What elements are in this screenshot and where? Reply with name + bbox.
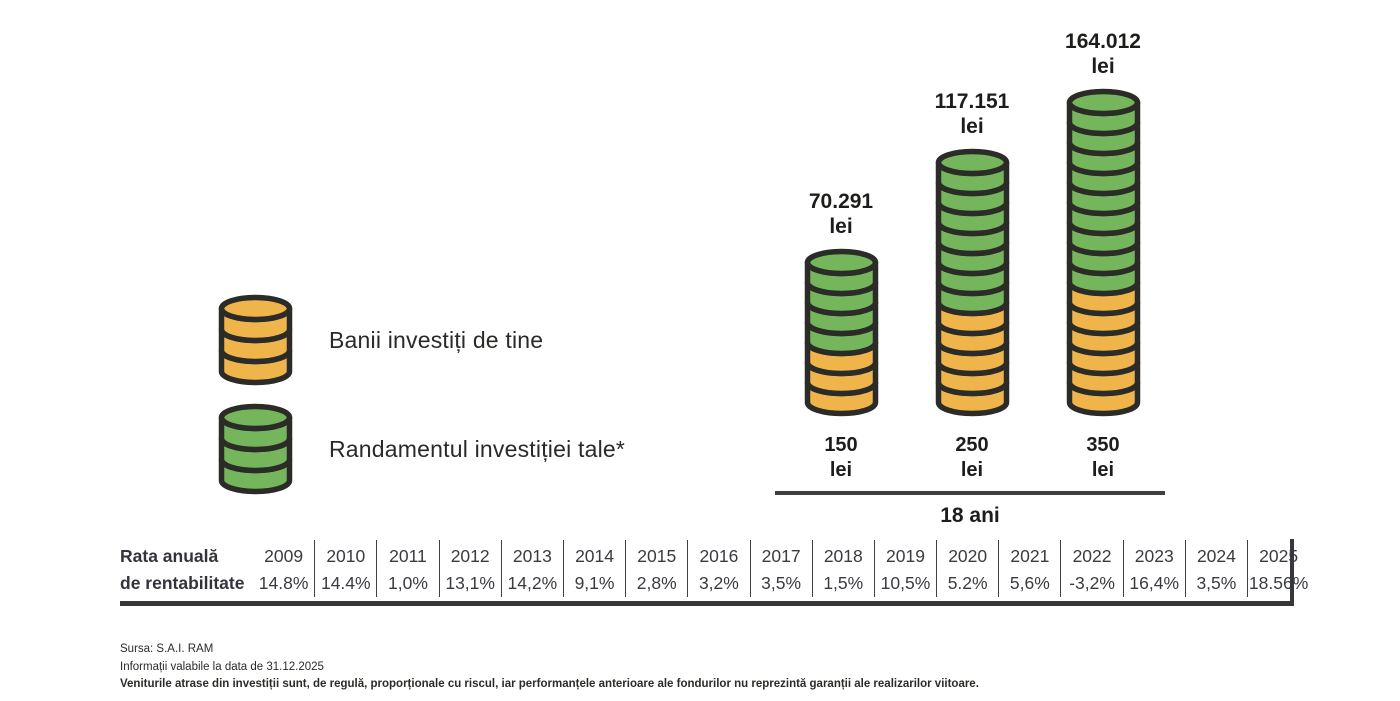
table-year-cell: 2016 3,2% <box>687 540 749 597</box>
year-value: 2014 <box>575 546 614 566</box>
stack-total-label: 164.012 lei <box>1065 30 1141 78</box>
year-value: 2018 <box>823 546 863 566</box>
period-axis-line <box>775 491 1165 495</box>
stack-total-label: 117.151 lei <box>934 90 1010 138</box>
year-value: 2024 <box>1196 546 1236 566</box>
return-percentage: 5,6% <box>1009 573 1050 593</box>
returns-row-label-line1: Rata anuală <box>120 546 219 566</box>
validity-note: Informații valabile la data de 31.12.202… <box>120 660 324 673</box>
return-percentage: 16,4% <box>1129 573 1180 593</box>
return-percentage: 14,2% <box>507 573 558 593</box>
year-value: 2019 <box>886 546 925 566</box>
table-year-cell: 2024 3,5% <box>1184 540 1247 597</box>
table-year-cell: 2017 3,5% <box>749 540 812 597</box>
returns-row-label-line2: de rentabilitate <box>120 573 245 593</box>
return-percentage: 1,5% <box>823 573 864 593</box>
year-value: 2009 <box>264 546 304 566</box>
coin-stack <box>935 148 1009 417</box>
table-year-cell: 2022 -3,2% <box>1060 540 1122 597</box>
coin-stack-column: 164.012 lei <box>1038 29 1168 417</box>
return-percentage: 3,5% <box>761 573 802 593</box>
coin-stack-icon <box>218 294 293 386</box>
return-percentage: 10,5% <box>880 573 931 593</box>
table-year-cell: 2015 2,8% <box>625 540 687 597</box>
table-year-cell: 2018 1,5% <box>811 540 874 597</box>
return-percentage: 2,8% <box>636 573 677 593</box>
return-percentage: 3,2% <box>698 573 739 593</box>
year-value: 2011 <box>389 546 427 566</box>
footer-notes: Sursa: S.A.I. RAM Informații valabile la… <box>120 641 979 694</box>
table-bottom-border <box>120 601 1294 606</box>
table-year-cell: 2010 14.4% <box>314 540 376 597</box>
stack-monthly-label: 250 lei <box>955 434 989 481</box>
year-value: 2020 <box>948 546 988 566</box>
coin-stack-column: 70.291 lei <box>776 189 906 417</box>
table-year-cell: 2014 9,1% <box>562 540 625 597</box>
table-year-cell: 2013 14,2% <box>500 540 563 597</box>
return-percentage: 5.2% <box>947 573 988 593</box>
year-value: 2021 <box>1010 546 1050 566</box>
monthly-investment-labels: 150 lei 250 lei 350 lei <box>776 433 1168 483</box>
return-percentage: -3,2% <box>1069 573 1115 593</box>
return-percentage: 1,0% <box>388 573 428 593</box>
returns-row-label: Rata anuală de rentabilitate <box>120 540 253 597</box>
year-value: 2023 <box>1134 546 1174 566</box>
coin-stack-chart: 70.291 lei 117.151 lei 164.012 lei <box>776 20 1168 417</box>
year-value: 2017 <box>761 546 801 566</box>
period-label: 18 ani <box>940 504 1000 527</box>
return-percentage: 18.56% <box>1248 573 1309 593</box>
return-percentage: 9,1% <box>574 573 615 593</box>
return-percentage: 14.4% <box>320 573 371 593</box>
stack-monthly-label: 350 lei <box>1086 434 1120 481</box>
year-value: 2016 <box>699 546 739 566</box>
table-right-border <box>1289 539 1294 605</box>
table-year-cell: 2019 10,5% <box>873 540 936 597</box>
year-value: 2012 <box>450 546 490 566</box>
return-percentage: 14.8% <box>258 573 309 593</box>
table-year-cell: 2021 5,6% <box>998 540 1060 597</box>
source-note: Sursa: S.A.I. RAM <box>120 643 214 655</box>
return-percentage: 3,5% <box>1196 573 1237 593</box>
return-percentage: 13,1% <box>445 573 495 593</box>
legend-item: Banii investiți de tine <box>218 294 543 386</box>
table-year-cell: 2012 13,1% <box>438 540 501 597</box>
year-value: 2015 <box>637 546 677 566</box>
coin-stack-column: 117.151 lei <box>907 89 1037 417</box>
stack-total-label: 70.291 lei <box>808 190 874 238</box>
table-year-cell: 2020 5.2% <box>936 540 998 597</box>
coin-stack <box>1066 88 1140 417</box>
year-value: 2013 <box>512 546 552 566</box>
table-year-cell: 2009 14.8% <box>253 540 314 597</box>
coin-stack <box>804 248 878 417</box>
table-year-cell: 2023 16,4% <box>1122 540 1185 597</box>
legend-item: Randamentul investiției tale* <box>218 403 625 495</box>
year-value: 2010 <box>326 546 366 566</box>
stack-monthly-label: 150 lei <box>824 434 858 481</box>
disclaimer-note: Veniturile atrase din investiții sunt, d… <box>120 678 979 690</box>
legend-label: Banii investiți de tine <box>329 326 544 353</box>
year-value: 2025 <box>1259 546 1299 566</box>
table-year-cell: 2025 18.56% <box>1247 540 1309 597</box>
coin-stack-icon <box>218 403 293 495</box>
table-year-cell: 2011 1,0% <box>376 540 438 597</box>
legend-label: Randamentul investiției tale* <box>329 435 626 462</box>
year-value: 2022 <box>1072 546 1112 566</box>
annual-returns-table: Rata anuală de rentabilitate 2009 14.8% 20… <box>120 540 1309 597</box>
